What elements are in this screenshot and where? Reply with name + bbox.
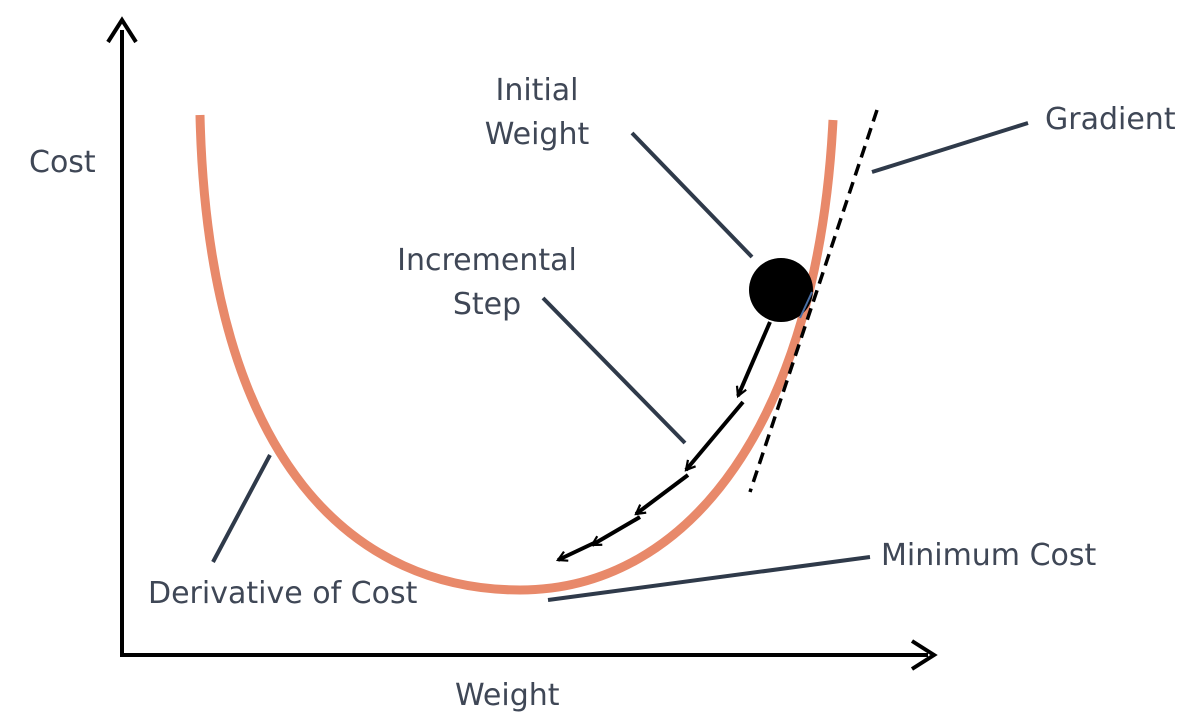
gradient-label: Gradient: [1045, 102, 1176, 137]
incremental-step-arrows: [558, 321, 772, 562]
step-arrow-3: [636, 473, 690, 516]
y-axis-arrow-icon: [106, 16, 138, 44]
axes: [106, 16, 938, 671]
incremental-step-label-line1: Incremental: [397, 243, 577, 278]
step-arrow-4: [592, 515, 642, 547]
initial-weight-label-line2: Weight: [485, 117, 590, 152]
initial-weight-label-line1: Initial: [495, 73, 578, 108]
incremental-step-label-line2: Step: [453, 287, 521, 322]
x-axis-label: Weight: [455, 678, 560, 713]
derivative-of-cost-leader: [211, 454, 272, 563]
derivative-of-cost-label: Derivative of Cost: [148, 576, 418, 611]
cost-curve: [195, 114, 838, 595]
x-axis-arrow-icon: [910, 639, 938, 671]
minimum-cost-leader: [547, 555, 871, 602]
gradient-leader: [871, 121, 1029, 174]
leader-lines: [211, 121, 1029, 602]
gradient-tangent-line: [748, 109, 879, 493]
minimum-cost-label: Minimum Cost: [881, 538, 1096, 573]
step-arrow-1: [738, 321, 772, 396]
initial-weight-ball: [749, 258, 813, 322]
contact-tick: [799, 291, 813, 319]
step-arrow-2: [684, 400, 745, 470]
initial-weight-leader: [630, 131, 754, 259]
incremental-step-leader: [541, 296, 687, 445]
y-axis-label: Cost: [29, 145, 96, 180]
step-arrow-5: [558, 541, 595, 562]
